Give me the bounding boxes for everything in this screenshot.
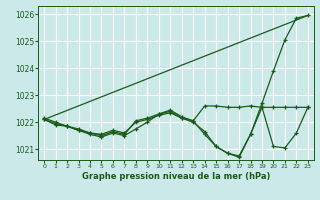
X-axis label: Graphe pression niveau de la mer (hPa): Graphe pression niveau de la mer (hPa): [82, 172, 270, 181]
